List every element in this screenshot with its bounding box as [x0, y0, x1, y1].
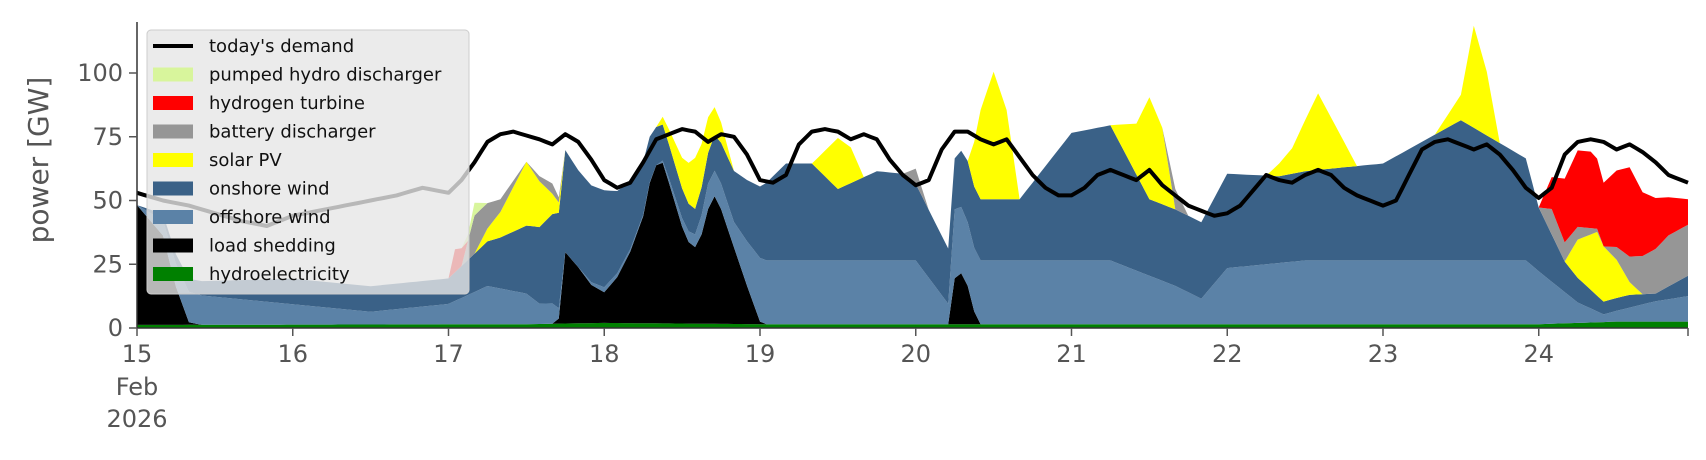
legend-label-pumped-hydro-discharger: pumped hydro discharger — [209, 65, 442, 86]
y-tick-label: 0 — [108, 314, 123, 342]
y-tick-label: 100 — [77, 59, 123, 87]
x-tick-label: 17 — [433, 340, 464, 368]
x-tick-label: 18 — [589, 340, 620, 368]
legend-label-today-s-demand: today's demand — [209, 36, 354, 57]
y-tick-label: 75 — [92, 123, 123, 151]
x-tick-label: 16 — [277, 340, 308, 368]
legend-swatch-load-shedding — [153, 238, 193, 253]
legend-swatch-hydroelectricity — [153, 267, 193, 281]
legend-swatch-pumped-hydro-discharger — [153, 67, 193, 82]
x-tick-label: 24 — [1523, 340, 1554, 368]
x-tick-label: 19 — [745, 340, 776, 368]
legend-label-battery-discharger: battery discharger — [209, 122, 376, 143]
legend-label-offshore-wind: offshore wind — [209, 207, 331, 228]
legend-swatch-battery-discharger — [153, 124, 193, 139]
x-tick-sublabel: Feb — [116, 373, 159, 401]
legend-swatch-offshore-wind — [153, 210, 193, 224]
legend-swatch-hydrogen-turbine — [153, 96, 193, 110]
y-tick-label: 25 — [92, 250, 123, 278]
x-tick-label: 20 — [900, 340, 931, 368]
stacked-area-layer — [137, 25, 1688, 328]
legend-label-hydroelectricity: hydroelectricity — [209, 264, 350, 285]
area-hydroelectricity — [137, 321, 1688, 328]
y-axis-label: power [GW] — [22, 77, 55, 244]
legend-swatch-onshore-wind — [153, 181, 193, 196]
legend-label-solar-pv: solar PV — [209, 150, 282, 171]
legend-swatch-solar-pv — [153, 153, 193, 167]
legend-label-onshore-wind: onshore wind — [209, 179, 330, 200]
legend-label-load-shedding: load shedding — [209, 236, 336, 257]
x-tick-label: 15 — [122, 340, 153, 368]
x-tick-label: 22 — [1212, 340, 1243, 368]
area-offshore-wind — [137, 160, 1688, 325]
x-tick-label: 23 — [1368, 340, 1399, 368]
x-tick-label: 21 — [1056, 340, 1087, 368]
legend-box — [146, 29, 470, 295]
y-tick-label: 50 — [92, 187, 123, 215]
axes: 0 25 50 75 100 15 Feb 2026 16 17 18 19 20 21 22 23 24 — [77, 22, 1689, 433]
legend: today's demand pumped hydro discharger hyd… — [146, 29, 470, 295]
area-onshore-wind — [137, 120, 1688, 315]
legend-label-hydrogen-turbine: hydrogen turbine — [209, 93, 365, 114]
x-tick-sublabel: 2026 — [106, 405, 167, 433]
